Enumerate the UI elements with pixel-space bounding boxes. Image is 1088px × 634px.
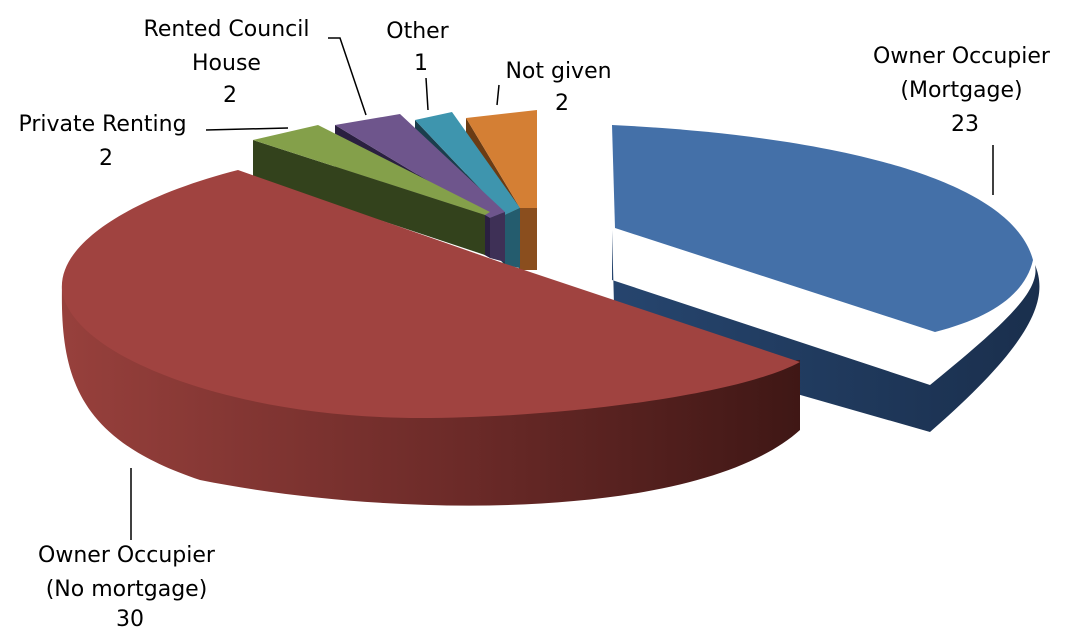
- label-private-renting: Private Renting 2: [18, 112, 193, 171]
- leader-line-private-renting: [206, 128, 288, 130]
- label-owner-no-mortgage: Owner Occupier (No mortgage) 30: [38, 543, 222, 629]
- leader-line-not-given: [497, 85, 499, 105]
- leader-line-rented-council: [328, 38, 366, 115]
- slice-other-front: [505, 208, 520, 268]
- label-not-given: Not given 2: [505, 59, 618, 116]
- leader-line-other: [426, 78, 428, 110]
- label-owner-mortgage: Owner Occupier (Mortgage) 23: [873, 44, 1057, 137]
- slice-rented-council-front: [490, 212, 505, 262]
- label-rented-council: Rented Council House 2: [144, 17, 317, 108]
- label-other: Other 1: [386, 19, 455, 76]
- slice-not-given-front: [520, 208, 537, 270]
